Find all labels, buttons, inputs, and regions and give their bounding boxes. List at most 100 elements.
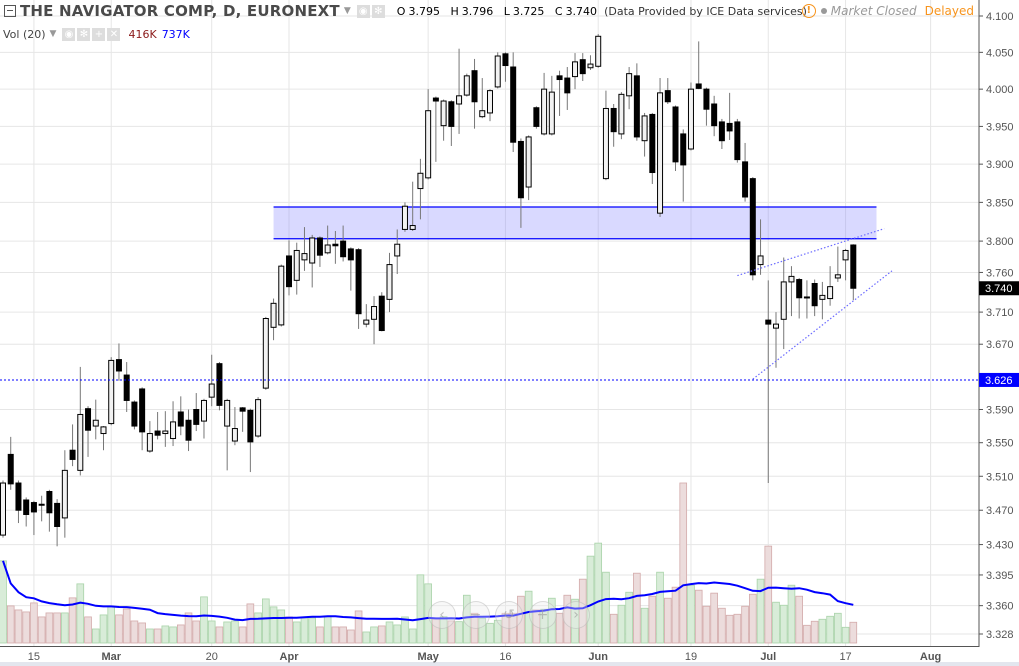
candle-body xyxy=(556,75,563,81)
candle-body xyxy=(324,244,331,254)
volume-bar xyxy=(68,597,77,644)
candle-body xyxy=(200,399,207,422)
volume-bar xyxy=(702,605,711,644)
candle-body xyxy=(564,77,571,94)
candle-body xyxy=(170,421,177,440)
candle-body xyxy=(463,75,470,96)
reset-button[interactable]: ↺ xyxy=(495,601,523,629)
candle xyxy=(309,234,316,288)
candle-body xyxy=(100,426,107,435)
scroll-left-button[interactable]: ‹ xyxy=(428,601,456,629)
chevron-down-icon[interactable]: ▼ xyxy=(343,6,351,16)
candle xyxy=(146,421,153,453)
warning-circle-icon[interactable]: ! xyxy=(801,4,816,18)
candle-body xyxy=(309,237,316,264)
candle-body xyxy=(610,107,617,133)
collapse-icon[interactable] xyxy=(4,5,16,17)
candle-body xyxy=(270,302,277,328)
resistance-zone[interactable] xyxy=(273,206,877,240)
candle xyxy=(347,247,354,291)
volume-bar xyxy=(99,614,108,644)
candle-body xyxy=(703,88,710,110)
candle-body xyxy=(726,122,733,132)
candle-body xyxy=(224,399,231,427)
volume-bar xyxy=(617,604,626,644)
candle xyxy=(340,225,347,262)
scroll-right-button[interactable]: › xyxy=(562,601,590,629)
plus-icon[interactable]: + xyxy=(92,27,106,41)
candle xyxy=(541,72,548,136)
close-icon[interactable]: ✕ xyxy=(107,27,121,41)
zoom-in-button[interactable]: + xyxy=(528,601,557,629)
trend-line[interactable] xyxy=(737,228,885,277)
gear-icon[interactable]: ✻ xyxy=(371,4,385,18)
candle xyxy=(579,53,586,82)
gear-icon[interactable]: ✻ xyxy=(77,27,91,41)
time-tick-label: 17 xyxy=(839,651,851,663)
trend-line[interactable] xyxy=(752,270,893,380)
candle-body xyxy=(231,428,238,442)
last-price-badge-bg xyxy=(979,281,1019,296)
chevron-down-icon[interactable]: ▼ xyxy=(49,29,57,39)
volume-bar xyxy=(640,607,649,644)
zone-fill[interactable] xyxy=(273,206,877,239)
delayed-label[interactable]: Delayed xyxy=(924,4,974,18)
candle-body xyxy=(479,110,486,118)
candle xyxy=(200,398,207,439)
candle xyxy=(564,67,571,110)
candle-body xyxy=(247,409,254,443)
candle xyxy=(154,411,161,440)
volume-bar xyxy=(663,597,672,644)
candle-body xyxy=(193,409,200,425)
candle-body xyxy=(286,255,293,288)
zoom-out-button[interactable]: − xyxy=(461,601,490,629)
volume-bar xyxy=(231,620,239,644)
candle-body xyxy=(664,90,671,103)
candle xyxy=(811,279,818,317)
candle-body xyxy=(842,249,849,261)
volume-study-label[interactable]: Vol (20) xyxy=(3,27,46,41)
candle-body xyxy=(572,61,579,78)
candle-body xyxy=(718,121,725,142)
candle-body xyxy=(579,59,586,75)
candle-body xyxy=(765,319,772,325)
candle xyxy=(316,236,323,267)
candle-body xyxy=(61,469,68,519)
volume-bar xyxy=(834,612,842,644)
status-dot-icon xyxy=(820,8,827,14)
candles xyxy=(0,34,857,547)
candle xyxy=(177,396,184,436)
volume-bar xyxy=(741,605,749,644)
candle xyxy=(332,230,339,264)
candle-body xyxy=(626,73,633,97)
candle-body xyxy=(525,136,532,188)
candle xyxy=(355,248,362,329)
candle-body xyxy=(742,161,749,198)
candle xyxy=(46,489,53,532)
volume-bar xyxy=(238,626,247,644)
price-axis[interactable] xyxy=(979,0,1019,662)
price-tick-label: 3.760 xyxy=(986,267,1014,279)
drawings[interactable] xyxy=(0,228,979,381)
candle xyxy=(224,398,231,471)
volume-bar xyxy=(633,572,641,644)
candle-body xyxy=(316,237,323,256)
candle xyxy=(695,41,702,90)
candle xyxy=(61,450,68,538)
volume-bar xyxy=(602,571,610,644)
volume-bar xyxy=(91,628,100,644)
candle-body xyxy=(711,103,718,127)
eye-icon[interactable]: ◉ xyxy=(62,27,76,41)
candle xyxy=(803,280,810,319)
volume-bar xyxy=(176,624,185,644)
candle-body xyxy=(432,97,439,102)
candle-body xyxy=(69,449,76,460)
candle xyxy=(255,397,262,438)
candle xyxy=(664,78,671,104)
volume-bar xyxy=(254,612,262,644)
eye-icon[interactable]: ◉ xyxy=(356,4,370,18)
candle xyxy=(394,229,401,275)
candle-body xyxy=(123,374,130,401)
symbol-title[interactable]: THE NAVIGATOR COMP, D, EURONEXT xyxy=(20,2,340,20)
